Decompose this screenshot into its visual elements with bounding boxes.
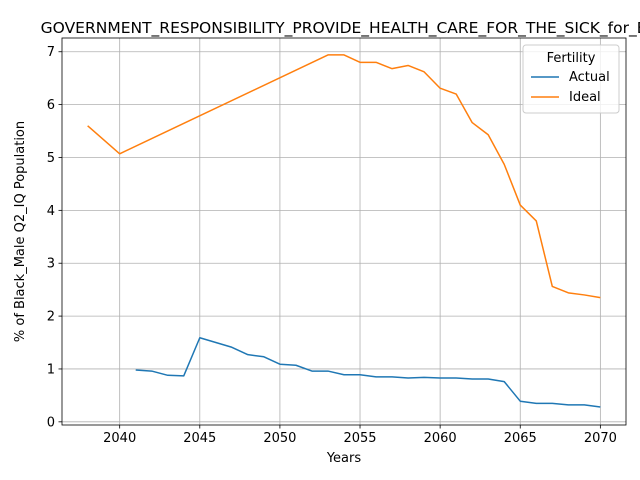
x-axis: 2040 2045 2050 2055 2060 2065 2070: [103, 425, 617, 446]
x-axis-label: Years: [326, 451, 362, 466]
y-tick-label: 1: [47, 362, 55, 377]
legend-box: [522, 44, 620, 114]
x-tick-label: 2045: [183, 431, 216, 446]
plot-frame: [61, 37, 627, 426]
y-tick-label: 5: [47, 151, 55, 166]
y-tick-label: 3: [47, 257, 55, 272]
y-tick-label: 4: [47, 204, 55, 219]
legend: Fertility Actual Ideal: [522, 44, 620, 114]
x-tick-label: 2065: [504, 431, 537, 446]
y-tick-label: 0: [47, 415, 55, 430]
y-tick-label: 7: [47, 45, 55, 60]
grid: [62, 38, 626, 425]
legend-label-ideal: Ideal: [569, 90, 601, 105]
x-tick-label: 2040: [103, 431, 136, 446]
y-axis: 0 1 2 3 4 5 6 7: [47, 45, 62, 430]
x-tick-label: 2070: [584, 431, 617, 446]
x-tick-label: 2060: [424, 431, 457, 446]
series-line-actual: [135, 337, 601, 408]
y-axis-label: % of Black_Male Q2_IQ Population: [13, 121, 28, 342]
chart-title: GOVERNMENT_RESPONSIBILITY_PROVIDE_HEALTH…: [41, 19, 640, 38]
series-layer: [87, 54, 601, 408]
series-line-ideal: [87, 54, 601, 299]
y-tick-label: 2: [47, 310, 55, 325]
x-tick-label: 2055: [343, 431, 376, 446]
x-tick-label: 2050: [263, 431, 296, 446]
y-tick-label: 6: [47, 98, 55, 113]
legend-title: Fertility: [547, 51, 596, 66]
legend-label-actual: Actual: [569, 70, 610, 85]
